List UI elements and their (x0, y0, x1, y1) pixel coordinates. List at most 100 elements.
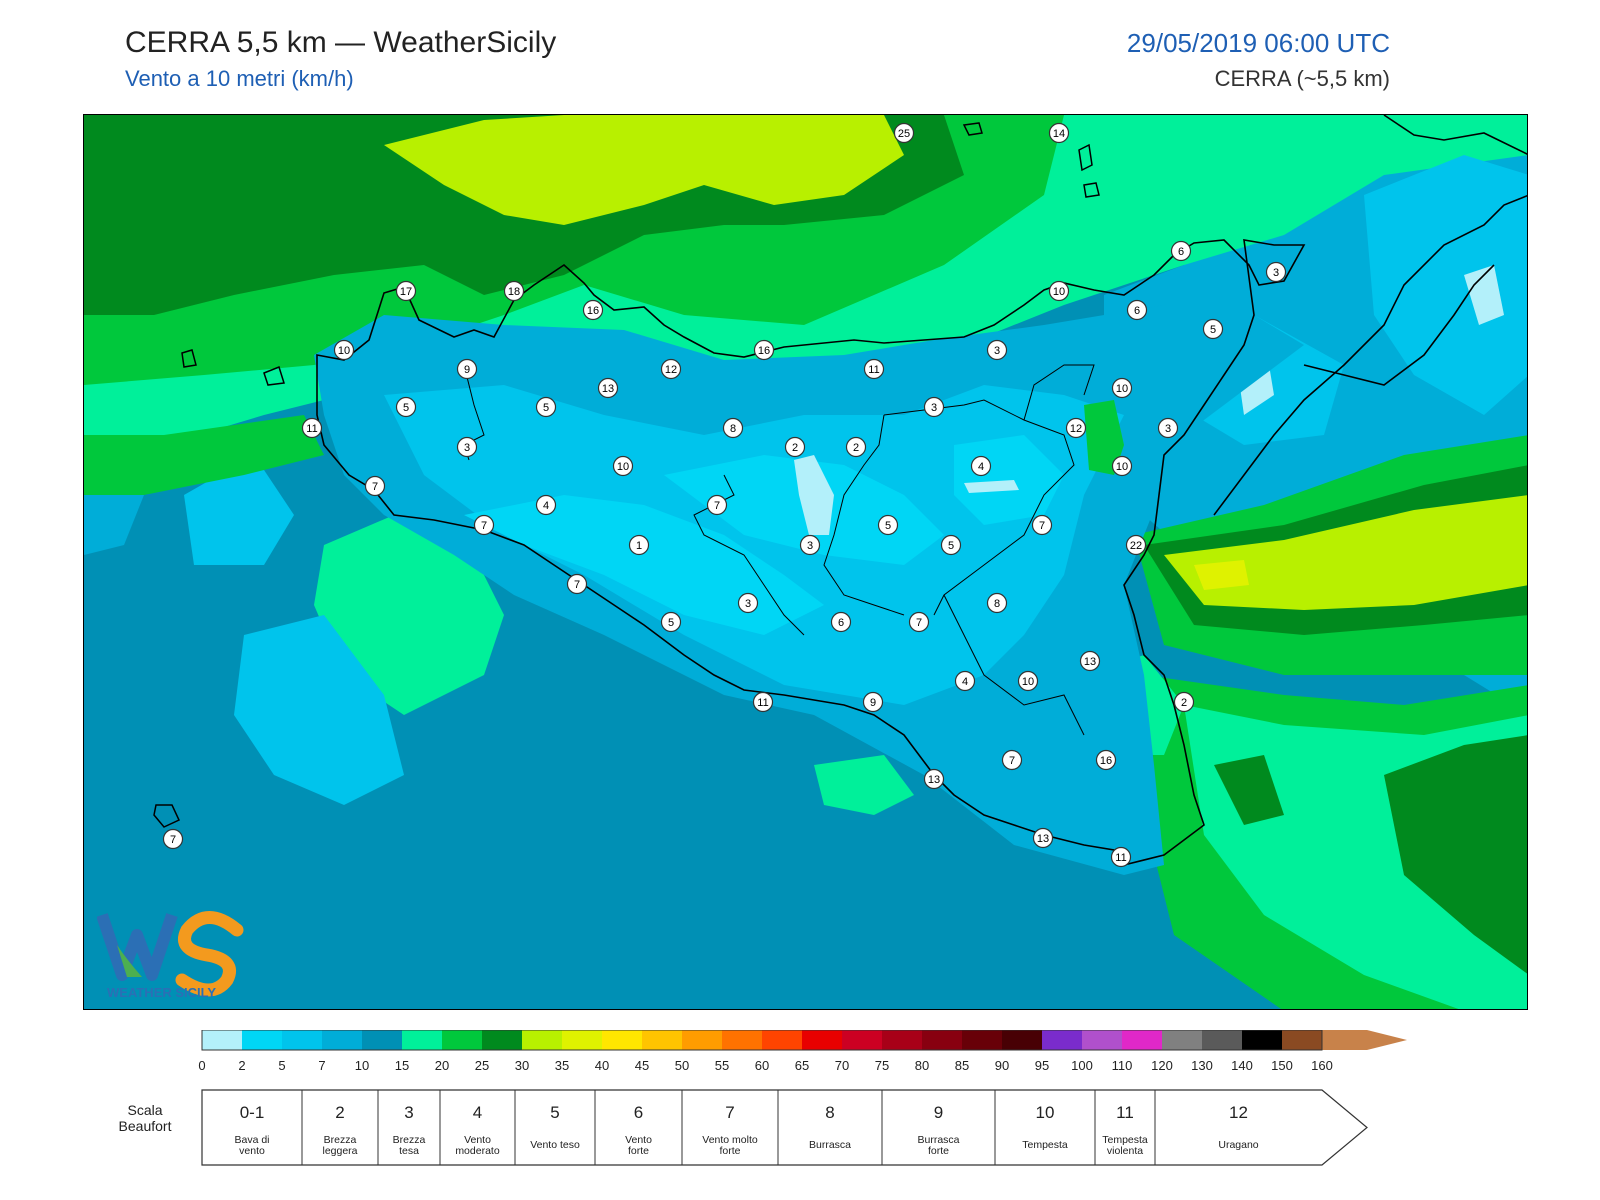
station-value: 11 (1115, 852, 1126, 864)
station-marker: 4 (535, 494, 557, 516)
station-value: 10 (617, 461, 629, 473)
station-value: 10 (338, 345, 350, 357)
legend-tick-label: 120 (1151, 1058, 1173, 1073)
station-marker: 7 (1031, 514, 1053, 536)
legend-color-swatch (882, 1030, 922, 1050)
station-marker: 3 (986, 339, 1008, 361)
station-marker: 14 (1048, 122, 1070, 144)
station-value: 3 (807, 540, 813, 552)
station-marker: 10 (1111, 377, 1133, 399)
station-circle (566, 573, 588, 595)
legend-tick-label: 60 (755, 1058, 769, 1073)
station-value: 7 (916, 617, 922, 629)
station-value: 5 (948, 540, 954, 552)
legend-ticks: 0 2 5 7 10 15 20 25 30 35 40 45 50 55 60 65 70 75 80 85 90 95… (198, 1058, 1332, 1073)
station-marker: 6 (1126, 299, 1148, 321)
station-circle (799, 534, 821, 556)
legend-color-swatch (1122, 1030, 1162, 1050)
station-circle (535, 396, 557, 418)
station-marker: 5 (940, 534, 962, 556)
station-value: 2 (853, 442, 859, 454)
station-value: 12 (1070, 423, 1082, 435)
station-circle (940, 534, 962, 556)
field-sw-7 (234, 615, 404, 805)
station-marker: 16 (753, 339, 775, 361)
station-value: 7 (574, 579, 580, 591)
station-value: 7 (714, 500, 720, 512)
beaufort-name: forte (719, 1145, 740, 1157)
beaufort-number: 5 (550, 1103, 559, 1122)
legend-color-swatch (1082, 1030, 1122, 1050)
border-rg-sr (943, 594, 1085, 736)
station-circle (908, 611, 930, 633)
station-value: 11 (757, 697, 768, 709)
field-ionian-40 (1194, 560, 1249, 590)
station-circle (333, 339, 355, 361)
border-me-ct (1023, 364, 1095, 421)
field-land-7 (384, 385, 1124, 705)
beaufort-name: forte (928, 1145, 949, 1157)
station-value: 9 (464, 364, 470, 376)
station-circle (923, 396, 945, 418)
legend-tick-label: 45 (635, 1058, 649, 1073)
station-marker: 5 (535, 396, 557, 418)
station-marker: 7 (908, 611, 930, 633)
legend-color-swatch (762, 1030, 802, 1050)
island-vulcano (1083, 182, 1100, 198)
field-ne-7 (1364, 155, 1527, 415)
station-marker: 11 (752, 691, 774, 713)
station-marker: 7 (566, 573, 588, 595)
station-value: 6 (1134, 305, 1140, 317)
station-value: 11 (868, 364, 879, 376)
station-circle (597, 377, 619, 399)
station-value: 8 (730, 423, 736, 435)
station-value: 4 (543, 500, 549, 512)
legend-tick-label: 35 (555, 1058, 569, 1073)
station-circle (1017, 670, 1039, 692)
beaufort-number: 10 (1036, 1103, 1055, 1122)
station-circle (893, 122, 915, 144)
legend-color-swatch (442, 1030, 482, 1050)
station-circle (753, 339, 775, 361)
legend-tick-label: 0 (198, 1058, 205, 1073)
station-marker: 11 (1110, 846, 1132, 868)
station-marker: 11 (301, 417, 323, 439)
beaufort-number: 12 (1229, 1103, 1248, 1122)
station-marker: 3 (1265, 261, 1287, 283)
station-value: 4 (978, 461, 984, 473)
station-circle (660, 611, 682, 633)
legend-color-swatch (1242, 1030, 1282, 1050)
legend-color-swatch (1042, 1030, 1082, 1050)
field-s-20 (814, 755, 914, 815)
wind-map: 25 14 17 18 16 10 6 3 6 5 10 9 12 16 11 3 13 5 5 11 3 8 2 2 3 10 1… (83, 114, 1528, 1010)
beaufort-name: Burrasca (917, 1134, 959, 1146)
station-marker: 7 (364, 475, 386, 497)
beaufort-name: Vento (464, 1134, 491, 1146)
legend-color-swatch (482, 1030, 522, 1050)
station-circle (395, 280, 417, 302)
station-circle (1111, 377, 1133, 399)
station-circle (1048, 280, 1070, 302)
station-value: 7 (1009, 755, 1015, 767)
legend-color-swatch (922, 1030, 962, 1050)
station-value: 7 (1039, 520, 1045, 532)
legend-tick-label: 70 (835, 1058, 849, 1073)
station-value: 1 (636, 540, 642, 552)
field-band-35 (384, 115, 904, 225)
beaufort-name: Uragano (1218, 1139, 1258, 1151)
legend-tick-label: 80 (915, 1058, 929, 1073)
forecast-datetime: 29/05/2019 06:00 UTC (1126, 28, 1390, 58)
beaufort-name: Bava di (234, 1134, 269, 1146)
station-value: 12 (665, 364, 677, 376)
station-value: 17 (400, 286, 412, 298)
legend-color-swatch (642, 1030, 682, 1050)
island-favignana (263, 366, 285, 386)
beaufort-name: leggera (322, 1145, 357, 1157)
beaufort-outline (201, 1089, 1368, 1166)
station-marker: 10 (612, 455, 634, 477)
legend-color-swatch (1282, 1030, 1322, 1050)
station-value: 5 (543, 402, 549, 414)
station-marker: 6 (1170, 240, 1192, 262)
station-circle (1157, 417, 1179, 439)
station-circle (1032, 827, 1054, 849)
